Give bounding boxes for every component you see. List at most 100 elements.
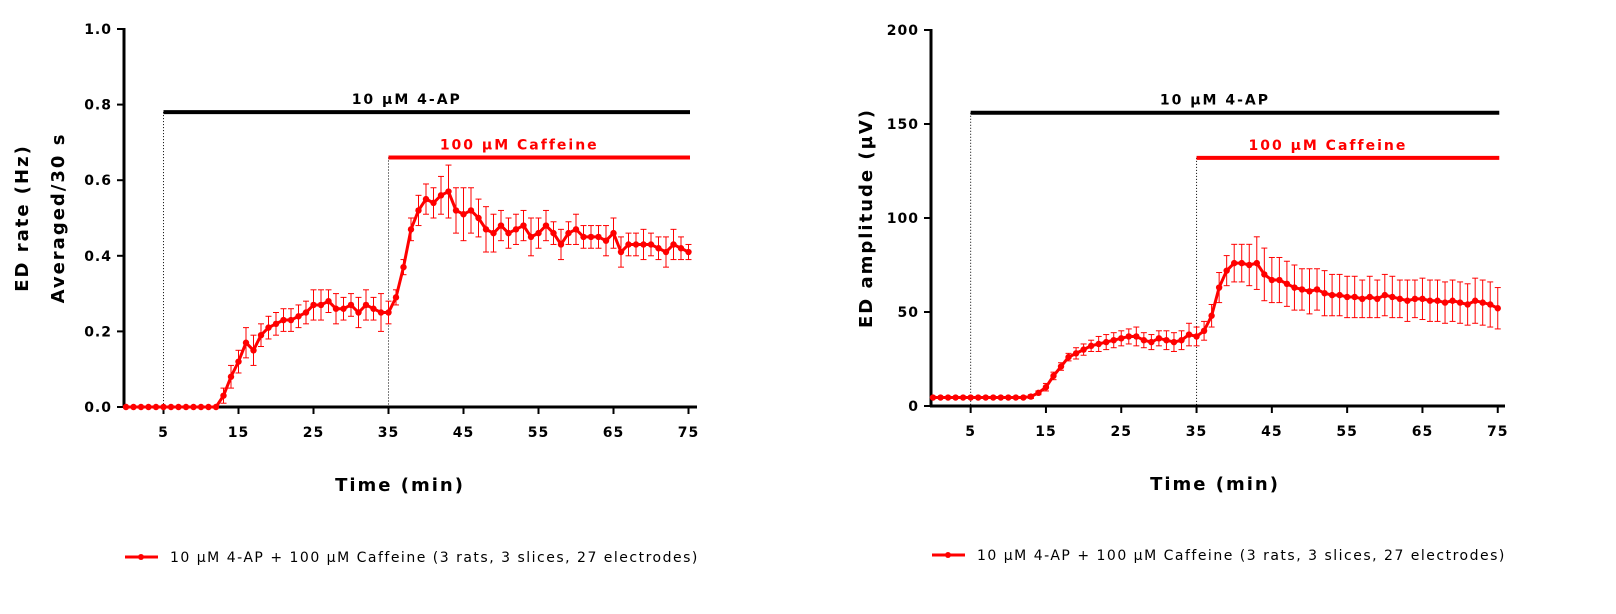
data-point <box>190 403 197 411</box>
data-point <box>317 301 325 309</box>
data-point <box>1321 290 1328 297</box>
y-tick-label: 0.0 <box>84 400 112 416</box>
data-point <box>152 403 160 411</box>
data-point <box>490 229 497 237</box>
data-point <box>557 241 565 248</box>
data-point <box>937 394 944 401</box>
data-point <box>1133 333 1140 340</box>
data-point <box>1261 271 1268 278</box>
x-axis-label: Time (min) <box>1150 474 1280 495</box>
data-point <box>1027 393 1035 400</box>
data-point <box>205 403 212 411</box>
data-point <box>550 229 557 237</box>
data-point <box>1110 337 1117 344</box>
data-point <box>220 392 227 399</box>
y-tick-label: 0.6 <box>84 173 112 189</box>
y-tick-label: 200 <box>887 23 919 39</box>
data-point <box>632 241 640 248</box>
x-tick-label: 35 <box>1186 424 1207 440</box>
data-point <box>1231 259 1238 267</box>
data-point <box>952 394 959 401</box>
data-point <box>670 241 677 248</box>
data-point <box>662 248 670 256</box>
data-point <box>310 301 317 309</box>
legend-marker <box>945 552 951 558</box>
x-tick-label: 35 <box>378 425 399 441</box>
data-point <box>1012 394 1020 401</box>
data-point <box>944 394 952 401</box>
data-point <box>1404 297 1411 304</box>
data-point <box>1441 299 1449 306</box>
legend-marker <box>138 554 144 560</box>
x-tick-label: 15 <box>228 425 249 441</box>
data-point <box>437 192 445 199</box>
data-point <box>1449 297 1456 304</box>
data-point <box>445 188 452 195</box>
data-point <box>347 301 355 309</box>
data-point <box>1313 286 1321 293</box>
data-point <box>1238 259 1245 267</box>
data-point <box>467 207 475 214</box>
data-point <box>1306 288 1313 295</box>
data-point <box>1336 291 1343 299</box>
data-point <box>1065 353 1072 361</box>
data-point <box>685 248 692 256</box>
y-axis-label: Averaged/30 s <box>48 133 69 304</box>
treatment-label: 10 µM 4-AP <box>352 92 462 108</box>
x-tick-label: 55 <box>1336 424 1357 440</box>
data-point <box>1283 280 1291 287</box>
data-point <box>1102 338 1110 346</box>
data-point <box>647 241 655 248</box>
data-point <box>1434 297 1441 304</box>
x-tick-label: 65 <box>603 425 624 441</box>
data-point <box>640 241 647 248</box>
data-point <box>1343 293 1351 301</box>
x-tick-label: 45 <box>1261 424 1282 440</box>
data-point <box>1057 363 1065 370</box>
data-point <box>610 229 617 237</box>
x-tick-label: 15 <box>1035 424 1056 440</box>
data-point <box>280 316 287 324</box>
legend-label: 10 µM 4-AP + 100 µM Caffeine (3 rats, 3 … <box>977 548 1506 564</box>
data-point <box>160 403 167 411</box>
data-point <box>400 263 407 271</box>
data-point <box>602 237 610 244</box>
data-point <box>197 403 205 411</box>
data-point <box>1389 293 1396 301</box>
data-point <box>542 222 550 229</box>
data-point <box>959 394 967 401</box>
data-point <box>512 226 520 233</box>
data-point <box>497 222 505 229</box>
y-tick-label: 0.8 <box>84 98 112 114</box>
data-point <box>422 195 430 203</box>
data-point <box>302 309 310 316</box>
data-point <box>1215 284 1223 291</box>
data-point <box>1020 394 1027 401</box>
data-point <box>929 394 937 401</box>
data-point <box>572 226 580 233</box>
data-point <box>1072 350 1080 357</box>
data-point <box>1080 346 1087 353</box>
data-point <box>407 226 415 233</box>
data-point <box>520 222 527 229</box>
data-point <box>1193 333 1200 340</box>
data-point <box>1087 342 1095 350</box>
data-point <box>1464 301 1471 308</box>
x-tick-label: 75 <box>1487 424 1508 440</box>
data-point <box>1359 295 1366 303</box>
data-point <box>257 331 265 339</box>
data-point <box>1351 293 1358 301</box>
data-point <box>460 211 467 218</box>
data-point <box>587 233 595 241</box>
treatment-label: 100 µM Caffeine <box>1248 138 1407 154</box>
data-point <box>655 245 662 252</box>
data-point <box>1328 291 1336 299</box>
y-tick-label: 150 <box>887 117 919 133</box>
x-tick-label: 55 <box>528 425 549 441</box>
data-point <box>1208 312 1215 319</box>
data-point <box>1050 372 1057 380</box>
data-point <box>295 313 302 320</box>
y-tick-label: 0.2 <box>84 324 112 340</box>
data-point <box>1276 276 1283 284</box>
data-point <box>535 229 542 237</box>
